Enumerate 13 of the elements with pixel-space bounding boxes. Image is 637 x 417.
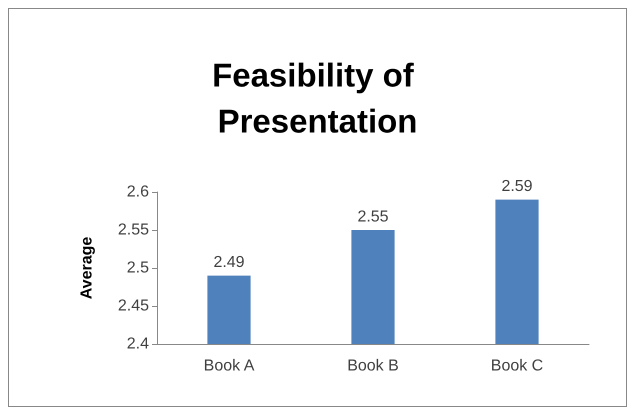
- data-label: 2.55: [357, 208, 389, 226]
- chart-title: Feasibility of Presentation: [212, 56, 423, 140]
- y-axis-title: Average: [78, 236, 96, 300]
- x-tick-label: Book C: [490, 358, 544, 374]
- x-tick-label: Book A: [204, 358, 255, 374]
- y-tick-label: 2.4: [126, 336, 150, 352]
- y-tick-label: 2.6: [126, 184, 150, 200]
- y-tick-label: 2.45: [118, 298, 150, 314]
- data-label: 2.49: [213, 254, 245, 272]
- y-tick-label: 2.5: [126, 260, 150, 276]
- y-tick-label: 2.55: [118, 222, 150, 238]
- data-label: 2.59: [501, 178, 533, 196]
- x-tick-label: Book B: [347, 358, 399, 374]
